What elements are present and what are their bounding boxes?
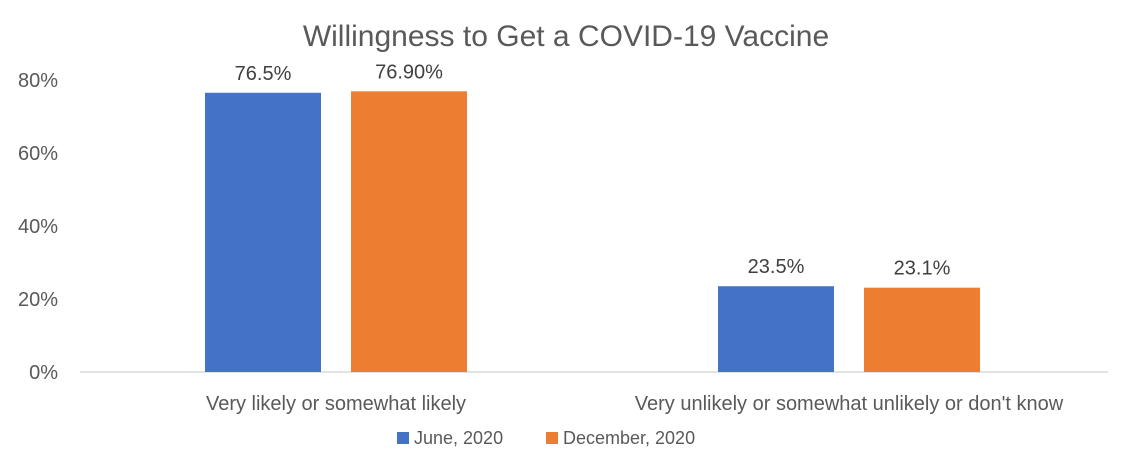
y-tick-label: 40% (18, 216, 58, 238)
data-labels: 76.5% 76.90% 23.5% 23.1% (235, 61, 951, 279)
data-label: 76.5% (235, 63, 292, 85)
legend-label: June, 2020 (414, 428, 503, 448)
category-labels: Very likely or somewhat likely Very unlik… (206, 393, 1064, 415)
bar (351, 91, 467, 372)
bar (205, 92, 321, 373)
data-label: 23.1% (894, 258, 951, 280)
bar (864, 287, 980, 372)
chart-title: Willingness to Get a COVID-19 Vaccine (303, 20, 829, 53)
bar (718, 286, 834, 372)
bars (205, 91, 980, 373)
legend-swatch (546, 432, 558, 444)
legend: June, 2020 December, 2020 (397, 428, 695, 448)
category-label: Very unlikely or somewhat unlikely or do… (635, 393, 1064, 415)
y-tick-label: 80% (18, 70, 58, 92)
data-label: 23.5% (748, 256, 805, 278)
category-label: Very likely or somewhat likely (206, 393, 466, 415)
legend-label: December, 2020 (563, 428, 695, 448)
data-label: 76.90% (375, 61, 443, 83)
y-tick-label: 0% (29, 362, 58, 384)
y-axis: 0% 20% 40% 60% 80% (18, 70, 58, 384)
y-tick-label: 20% (18, 289, 58, 311)
y-tick-label: 60% (18, 143, 58, 165)
legend-swatch (397, 432, 409, 444)
